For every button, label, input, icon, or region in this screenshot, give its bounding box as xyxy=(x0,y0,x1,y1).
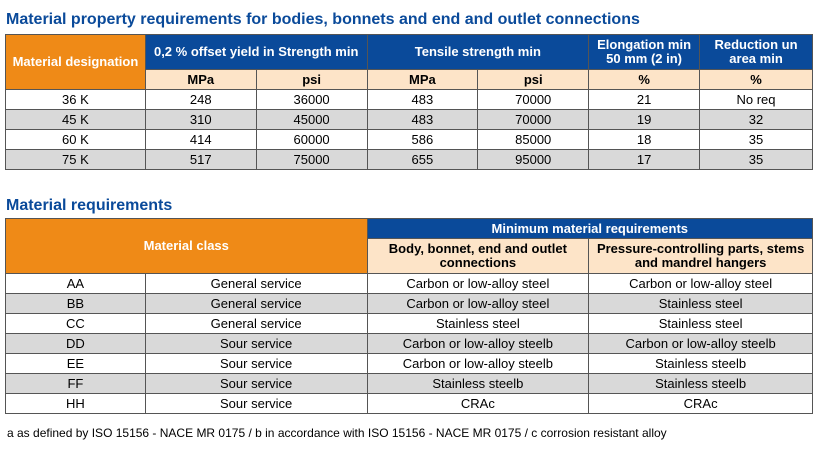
cell-body: Carbon or low-alloy steelb xyxy=(366,333,590,354)
cell-body: Carbon or low-alloy steel xyxy=(366,293,590,314)
header-material-class: Material class xyxy=(5,218,368,274)
cell-pressure: CRAc xyxy=(588,393,813,414)
cell-pressure: Stainless steel xyxy=(588,313,813,334)
table-row: 45 K 310 45000 483 70000 19 32 xyxy=(5,109,813,130)
table-row: DD Sour service Carbon or low-alloy stee… xyxy=(5,333,813,354)
cell-class: BB xyxy=(5,293,146,314)
unit-yield-mpa: MPa xyxy=(144,69,257,90)
cell-designation: 45 K xyxy=(5,109,146,130)
cell-tensile-psi: 95000 xyxy=(477,149,590,170)
material-property-table: Material designation 0,2 % offset yield … xyxy=(5,34,813,170)
table-row: 75 K 517 75000 655 95000 17 35 xyxy=(5,149,813,170)
cell-yield-psi: 75000 xyxy=(255,149,368,170)
cell-designation: 60 K xyxy=(5,129,146,150)
cell-class: DD xyxy=(5,333,146,354)
table-row: BB General service Carbon or low-alloy s… xyxy=(5,293,813,314)
cell-elongation: 19 xyxy=(588,109,701,130)
cell-body: Carbon or low-alloy steel xyxy=(366,273,590,294)
cell-body: Carbon or low-alloy steelb xyxy=(366,353,590,374)
cell-body: Stainless steelb xyxy=(366,373,590,394)
cell-reduction: 32 xyxy=(699,109,813,130)
header-tensile-strength: Tensile strength min xyxy=(366,34,590,70)
material-requirements-table: Material class Minimum material requirem… xyxy=(5,218,813,414)
header-pressure-controlling: Pressure-controlling parts, stems and ma… xyxy=(588,238,813,274)
cell-service: General service xyxy=(144,313,368,334)
header-body-bonnet: Body, bonnet, end and outlet connections xyxy=(366,238,590,274)
cell-service: General service xyxy=(144,273,368,294)
cell-yield-psi: 60000 xyxy=(255,129,368,150)
unit-tensile-mpa: MPa xyxy=(366,69,479,90)
cell-pressure: Stainless steelb xyxy=(588,353,813,374)
table-row: CC General service Stainless steel Stain… xyxy=(5,313,813,334)
cell-elongation: 18 xyxy=(588,129,701,150)
cell-service: Sour service xyxy=(144,373,368,394)
cell-yield-psi: 45000 xyxy=(255,109,368,130)
table-row: 36 K 248 36000 483 70000 21 No req xyxy=(5,89,813,110)
cell-reduction: No req xyxy=(699,89,813,110)
cell-yield-mpa: 517 xyxy=(144,149,257,170)
cell-designation: 36 K xyxy=(5,89,146,110)
cell-pressure: Carbon or low-alloy steelb xyxy=(588,333,813,354)
cell-pressure: Carbon or low-alloy steel xyxy=(588,273,813,294)
table-row: EE Sour service Carbon or low-alloy stee… xyxy=(5,353,813,374)
cell-tensile-psi: 70000 xyxy=(477,109,590,130)
table-row: AA General service Carbon or low-alloy s… xyxy=(5,273,813,294)
cell-pressure: Stainless steelb xyxy=(588,373,813,394)
cell-class: EE xyxy=(5,353,146,374)
cell-tensile-mpa: 483 xyxy=(366,89,479,110)
unit-yield-psi: psi xyxy=(255,69,368,90)
header-material-designation: Material designation xyxy=(5,34,146,90)
cell-yield-mpa: 310 xyxy=(144,109,257,130)
cell-designation: 75 K xyxy=(5,149,146,170)
cell-yield-mpa: 414 xyxy=(144,129,257,150)
cell-elongation: 21 xyxy=(588,89,701,110)
table-row: HH Sour service CRAc CRAc xyxy=(5,393,813,414)
header-reduction: Reduction un area min xyxy=(699,34,813,70)
table-row: 60 K 414 60000 586 85000 18 35 xyxy=(5,129,813,150)
cell-tensile-psi: 85000 xyxy=(477,129,590,150)
cell-reduction: 35 xyxy=(699,129,813,150)
cell-body: Stainless steel xyxy=(366,313,590,334)
unit-elongation: % xyxy=(588,69,701,90)
cell-tensile-mpa: 655 xyxy=(366,149,479,170)
cell-service: Sour service xyxy=(144,333,368,354)
header-yield-strength: 0,2 % offset yield in Strength min xyxy=(144,34,368,70)
header-elongation: Elongation min 50 mm (2 in) xyxy=(588,34,701,70)
header-minimum-requirements: Minimum material requirements xyxy=(366,218,813,239)
section-title-material-properties: Material property requirements for bodie… xyxy=(6,11,640,28)
footnote: a as defined by ISO 15156 - NACE MR 0175… xyxy=(7,426,667,440)
cell-class: FF xyxy=(5,373,146,394)
cell-tensile-mpa: 483 xyxy=(366,109,479,130)
table-row: FF Sour service Stainless steelb Stainle… xyxy=(5,373,813,394)
cell-tensile-mpa: 586 xyxy=(366,129,479,150)
section-title-material-requirements: Material requirements xyxy=(6,197,173,214)
cell-reduction: 35 xyxy=(699,149,813,170)
cell-class: AA xyxy=(5,273,146,294)
cell-class: HH xyxy=(5,393,146,414)
cell-yield-mpa: 248 xyxy=(144,89,257,110)
unit-reduction: % xyxy=(699,69,813,90)
unit-tensile-psi: psi xyxy=(477,69,590,90)
cell-tensile-psi: 70000 xyxy=(477,89,590,110)
cell-service: Sour service xyxy=(144,353,368,374)
cell-elongation: 17 xyxy=(588,149,701,170)
cell-service: General service xyxy=(144,293,368,314)
cell-yield-psi: 36000 xyxy=(255,89,368,110)
cell-body: CRAc xyxy=(366,393,590,414)
cell-class: CC xyxy=(5,313,146,334)
cell-service: Sour service xyxy=(144,393,368,414)
cell-pressure: Stainless steel xyxy=(588,293,813,314)
